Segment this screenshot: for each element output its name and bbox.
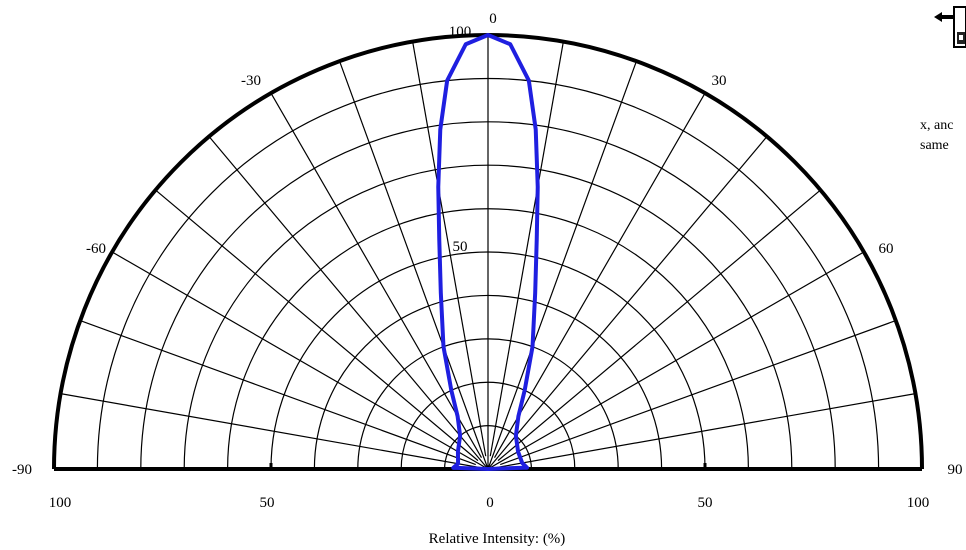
angle-tick-label: 90 xyxy=(948,462,963,478)
grid-spoke xyxy=(497,189,821,462)
intensity-curve xyxy=(436,33,540,471)
angle-tick-label: -60 xyxy=(86,241,106,257)
grid-spoke xyxy=(338,60,489,470)
intensity-series xyxy=(436,33,540,471)
grid-spoke xyxy=(270,92,483,459)
grid-spoke xyxy=(111,251,489,470)
grid-spoke xyxy=(412,41,487,457)
grid-spoke xyxy=(487,60,638,470)
baseline-tick-label: 50 xyxy=(260,495,275,511)
grid-spoke xyxy=(487,251,865,470)
radial-tick-label: 50 xyxy=(453,239,468,255)
baseline-tick-label: 50 xyxy=(698,495,713,511)
angle-tick-label: 60 xyxy=(879,241,894,257)
move-cursor-icon[interactable] xyxy=(932,4,966,48)
grid-spoke xyxy=(493,92,706,459)
angle-tick-label: 30 xyxy=(712,73,727,89)
angle-tick-label: -90 xyxy=(12,462,32,478)
side-note-line-1: x, anc xyxy=(920,118,954,133)
grid-spoke xyxy=(208,136,489,470)
grid-spoke xyxy=(500,319,897,466)
side-note-line-2: same xyxy=(920,138,949,153)
polar-grid xyxy=(52,33,924,471)
radial-tick-label: 100 xyxy=(449,24,472,40)
grid-spoke xyxy=(79,319,476,466)
angle-tick-label: 0 xyxy=(489,11,497,27)
chart-labels: -90 -60 -30 0 30 60 90 100 50 100 50 0 50 100 Relative… xyxy=(12,11,963,547)
grid-spoke xyxy=(487,136,768,470)
x-axis-title: Relative Intensity: (%) xyxy=(429,531,566,547)
angle-tick-label: -30 xyxy=(241,73,261,89)
grid-spoke xyxy=(489,41,564,457)
grid-spoke xyxy=(60,393,489,470)
baseline-tick-label: 100 xyxy=(907,495,930,511)
baseline-tick-label: 0 xyxy=(486,495,494,511)
baseline-tick-label: 100 xyxy=(49,495,72,511)
grid-spoke xyxy=(155,189,479,462)
grid-spoke xyxy=(487,393,916,470)
